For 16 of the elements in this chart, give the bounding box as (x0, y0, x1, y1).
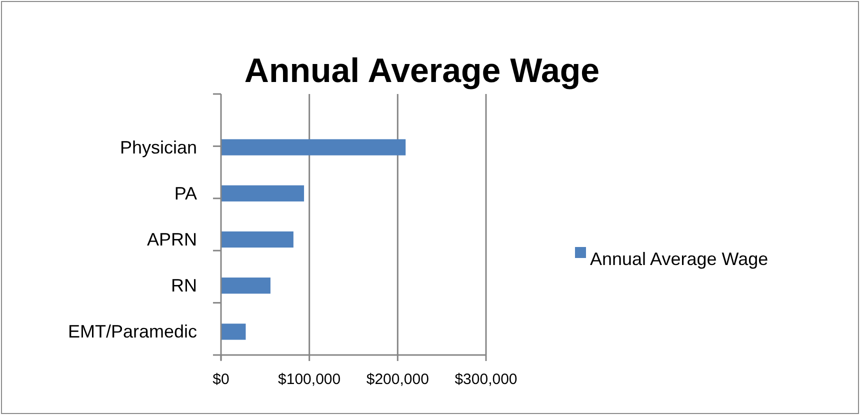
bar (221, 231, 294, 248)
bar (221, 278, 270, 294)
y-tick-label: APRN (146, 230, 197, 250)
chart-title: Annual Average Wage (244, 52, 600, 90)
bar (221, 185, 304, 202)
x-tick-label: $200,000 (366, 371, 429, 388)
y-tick-label: Physician (120, 137, 197, 158)
y-tick-label: PA (174, 183, 197, 204)
y-tick-label: EMT/Paramedic (68, 322, 197, 342)
bar (221, 324, 246, 340)
bar (221, 139, 406, 156)
y-tick-label: RN (171, 276, 197, 296)
x-tick-label: $100,000 (278, 371, 341, 388)
x-tick-label: $0 (212, 371, 230, 388)
legend-label: Annual Average Wage (590, 249, 768, 269)
x-tick-label: $300,000 (454, 371, 518, 388)
